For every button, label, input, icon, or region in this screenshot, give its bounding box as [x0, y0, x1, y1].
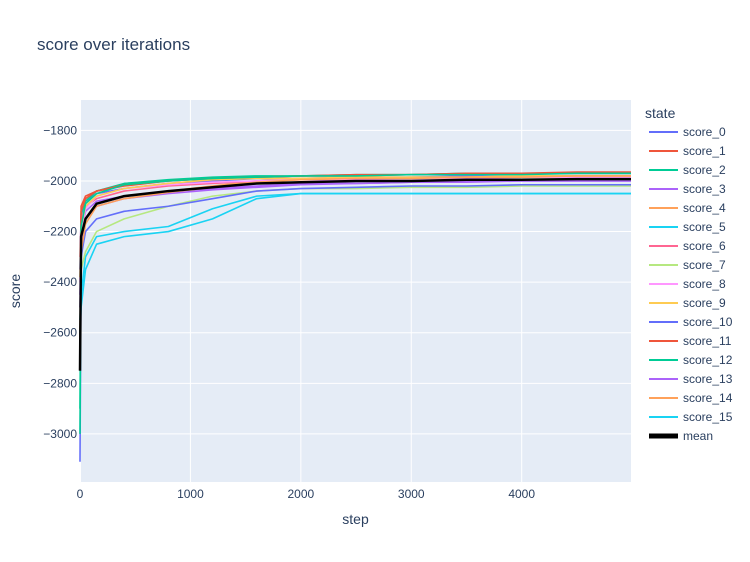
legend-label-score-15: score_15 [683, 410, 733, 424]
legend-label-score-5: score_5 [683, 220, 726, 234]
legend-label-score-7: score_7 [683, 258, 726, 272]
legend-label-score-8: score_8 [683, 277, 726, 291]
legend-label-score-11: score_11 [683, 334, 732, 348]
y-tick-label: −2800 [43, 376, 77, 390]
legend-label-score-1: score_1 [683, 144, 726, 158]
legend-label-score-13: score_13 [683, 372, 733, 386]
x-tick-label: 0 [77, 487, 84, 501]
series-layer [78, 171, 631, 462]
x-axis-title: step [342, 511, 369, 527]
y-tick-label: −3000 [43, 427, 77, 441]
legend-label-score-12: score_12 [683, 353, 733, 367]
series-line-score-15 [79, 192, 631, 333]
chart-title: score over iterations [37, 35, 190, 54]
legend-label-score-10: score_10 [683, 315, 733, 329]
plot-background [80, 100, 631, 482]
y-tick-label: −2400 [43, 275, 77, 289]
legend-label-mean: mean [683, 429, 713, 443]
legend-label-score-14: score_14 [683, 391, 733, 405]
y-tick-label: −2200 [43, 225, 77, 239]
series-line-score-12 [79, 172, 631, 434]
series-line-score-14 [79, 175, 631, 346]
legend-label-score-2: score_2 [683, 163, 726, 177]
legend-label-score-9: score_9 [683, 296, 726, 310]
y-tick-label: −2600 [43, 326, 77, 340]
x-tick-label: 4000 [508, 487, 535, 501]
legend-label-score-3: score_3 [683, 182, 726, 196]
series-line-score-10 [79, 183, 631, 462]
x-tick-label: 2000 [287, 487, 314, 501]
x-tick-label: 3000 [398, 487, 425, 501]
y-tick-label: −2000 [43, 174, 77, 188]
tick-layer: 0 1000 2000 3000 4000 −3000 −2800 −2600 −2400 −22… [43, 123, 535, 501]
legend: state score_0score_1score_2score_3score_… [645, 105, 733, 443]
y-axis-title: score [7, 274, 23, 308]
series-line-mean [78, 177, 631, 371]
legend-label-score-6: score_6 [683, 239, 726, 253]
y-tick-label: −1800 [43, 123, 77, 137]
x-tick-label: 1000 [177, 487, 204, 501]
legend-label-score-4: score_4 [683, 201, 726, 215]
legend-items: score_0 score_1 score_2 score_3 score_4score… [649, 125, 733, 443]
series-line-score-9 [79, 175, 631, 278]
legend-label-score-0: score_0 [683, 125, 726, 139]
legend-title: state [645, 105, 676, 121]
